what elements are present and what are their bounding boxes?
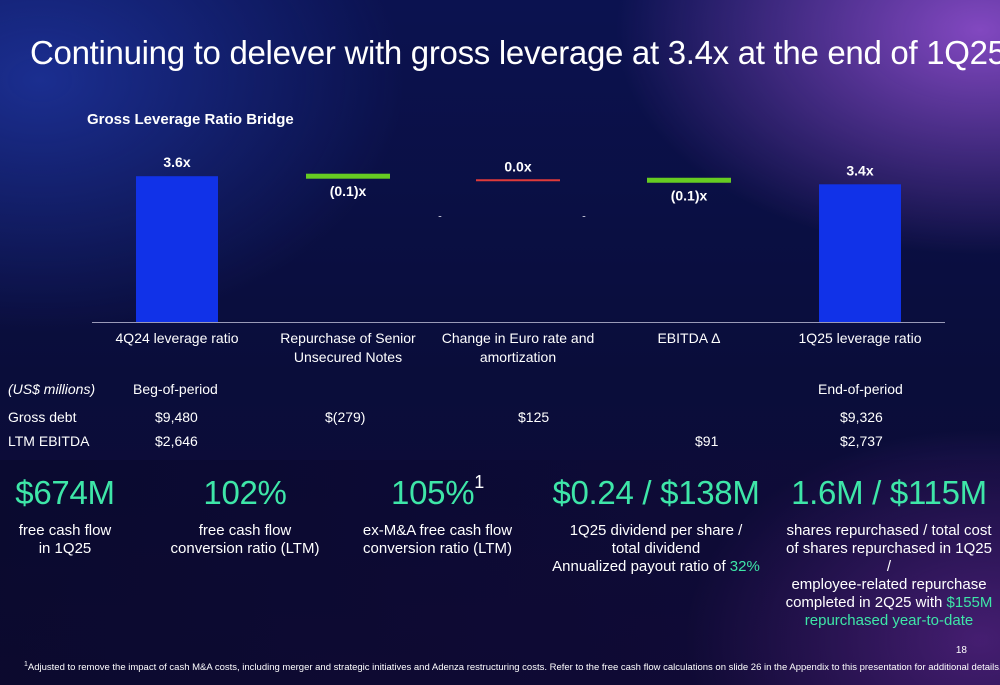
kpi-value: 102%	[203, 474, 287, 511]
category-label: 1Q25 leverage ratio	[799, 330, 922, 346]
kpi-description: shares repurchased / total cost of share…	[782, 522, 996, 630]
kpi-desc-line: employee-related repurchase	[791, 576, 987, 593]
category-label: Repurchase of Senior Unsecured Notes	[280, 330, 416, 365]
table-cell: $9,480	[155, 409, 198, 425]
footnote-text: Adjusted to remove the impact of cash M&…	[27, 662, 1000, 674]
kpi-description: free cash flow conversion ratio (LTM)	[160, 522, 330, 558]
kpi-value: 1.6M / $115M	[791, 474, 987, 511]
kpi-desc-line: repurchased year-to-date	[804, 612, 974, 629]
kpi-desc-line: total dividend	[611, 540, 701, 557]
category-label: 4Q24 leverage ratio	[116, 330, 239, 346]
table-units: (US$ millions)	[8, 381, 96, 397]
kpi-desc-line: free cash flow	[18, 522, 112, 539]
payout-label: Annualized payout ratio of	[552, 558, 730, 575]
table-row-label: Gross debt	[8, 409, 77, 425]
kpi-description: ex-M&A free cash flow conversion ratio (…	[350, 522, 525, 558]
kpi-value: $0.24 / $138M	[552, 474, 760, 511]
leverage-bridge-chart: 3.6x (0.1)x - - 0.0x (0.1)x 3.4x 4Q24 leverage …	[92, 154, 945, 365]
kpi-desc-line: 1Q25 dividend per share /	[569, 522, 743, 539]
kpi-value-text: 105%	[391, 474, 475, 511]
table-header-end: End-of-period	[818, 381, 903, 397]
kpi-share-repurchase: 1.6M / $115M shares repurchased / total …	[782, 474, 996, 630]
kpi-band	[0, 460, 1000, 685]
page-number: 18	[955, 645, 967, 656]
table-cell: $2,646	[155, 433, 198, 449]
footnote: 1Adjusted to remove the impact of cash M…	[24, 661, 1000, 673]
data-label: (0.1)x	[671, 187, 708, 203]
table-row-label: LTM EBITDA	[8, 433, 90, 449]
kpi-desc-line: of shares repurchased in 1Q25 /	[786, 540, 992, 575]
kpi-desc-line: conversion ratio (LTM)	[363, 540, 512, 557]
kpi-dividend: $0.24 / $138M 1Q25 dividend per share / …	[543, 474, 769, 576]
footnote-marker: 1	[474, 472, 484, 492]
footnote-marker: 1	[24, 661, 28, 668]
category-label: Change in Euro rate and amortization	[442, 330, 595, 365]
dash-mark: -	[582, 210, 586, 222]
table-cell: $2,737	[840, 433, 883, 449]
kpi-desc-line: free cash flow	[198, 522, 292, 539]
page-title: Continuing to delever with gross leverag…	[30, 34, 1000, 71]
kpi-desc-line: conversion ratio (LTM)	[170, 540, 320, 557]
category-label: EBITDA Δ	[657, 330, 720, 346]
kpi-desc-line: Annualized payout ratio of 32%	[543, 558, 769, 576]
table-cell: $91	[695, 433, 719, 449]
dash-mark: -	[438, 210, 442, 222]
bar-neutral	[476, 179, 560, 182]
table-cell: $125	[518, 409, 550, 425]
kpi-value: 105%1	[350, 472, 525, 512]
kpi-desc-text: completed in 2Q25 with	[785, 594, 947, 611]
table-cell: $9,326	[840, 409, 883, 425]
kpi-desc-line: completed in 2Q25 with $155M	[782, 594, 996, 612]
kpi-desc-line: ex-M&A free cash flow	[362, 522, 513, 539]
kpi-fcf-conversion: 102% free cash flow conversion ratio (LT…	[160, 474, 330, 558]
kpi-free-cash-flow: $674M free cash flow in 1Q25	[0, 474, 130, 558]
kpi-value: $674M	[15, 474, 115, 511]
table-header-beg: Beg-of-period	[133, 381, 218, 397]
data-label: 3.6x	[163, 154, 190, 170]
kpi-desc-line: in 1Q25	[38, 540, 92, 557]
table-cell: $(279)	[325, 409, 366, 425]
bar-total	[136, 176, 218, 322]
data-label: 0.0x	[504, 158, 531, 174]
chart-title: Gross Leverage Ratio Bridge	[87, 111, 294, 128]
bar-decrease	[647, 177, 731, 183]
bar-total	[819, 184, 901, 322]
ytd-repurchase-amount: $155M	[946, 594, 993, 611]
data-label: (0.1)x	[330, 183, 367, 199]
payout-ratio: 32%	[729, 558, 760, 575]
kpi-description: 1Q25 dividend per share / total dividend…	[543, 522, 769, 576]
kpi-description: free cash flow in 1Q25	[0, 522, 130, 558]
data-label: 3.4x	[846, 162, 873, 178]
bar-decrease	[306, 173, 390, 179]
kpi-ex-ma-conversion: 105%1 ex-M&A free cash flow conversion r…	[350, 472, 525, 558]
kpi-desc-line: shares repurchased / total cost	[786, 522, 992, 539]
